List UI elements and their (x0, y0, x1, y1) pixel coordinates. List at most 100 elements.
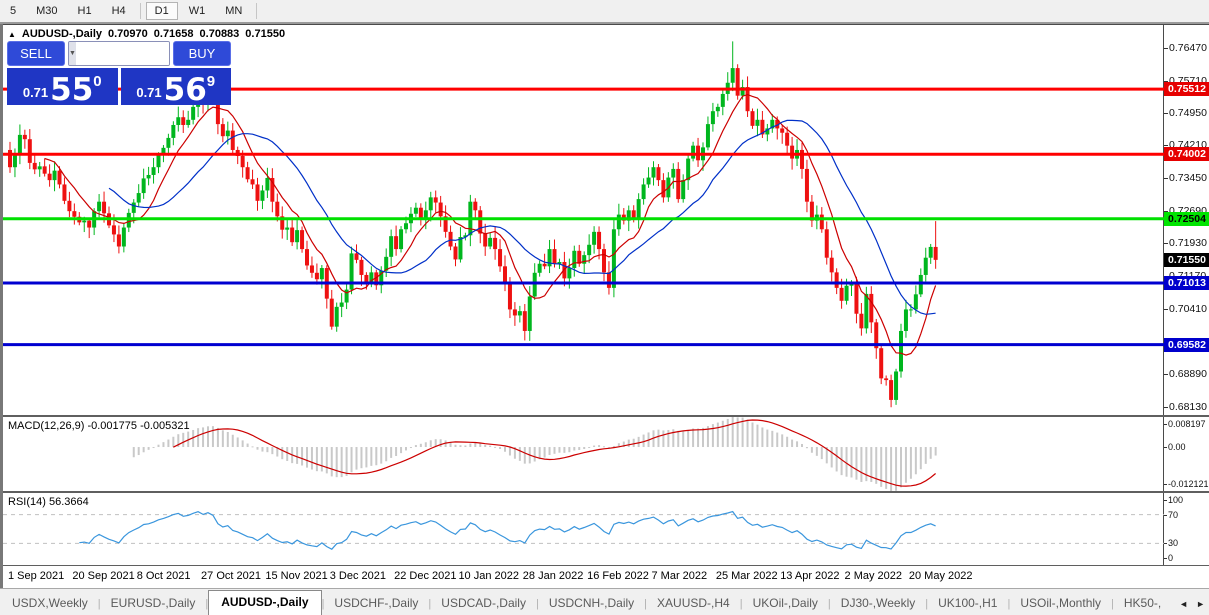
price-tick: -0.012121 (1164, 479, 1209, 489)
tab-scroll-controls: ◄ ► (1179, 599, 1205, 609)
one-click-trading-widget: SELL ▼ ▲ BUY 0.71 55 0 (7, 41, 231, 105)
price-tick: 0.68890 (1164, 368, 1207, 381)
sell-price-pip: 0 (93, 73, 102, 90)
date-label: 10 Jan 2022 (458, 570, 519, 582)
ohlc-high: 0.71658 (153, 28, 194, 40)
tab-separator: | (428, 598, 432, 610)
sell-button[interactable]: SELL (7, 41, 65, 66)
date-label: 20 Sep 2021 (72, 570, 135, 582)
collapse-icon[interactable]: ▲ (8, 29, 16, 39)
timeframe-button-5[interactable]: 5 (10, 5, 17, 17)
tab-audusd-daily[interactable]: AUDUSD-,Daily (208, 590, 322, 615)
tab-hk50-[interactable]: HK50-, (1123, 596, 1162, 610)
tab-scroll-left-icon[interactable]: ◄ (1179, 599, 1189, 609)
tab-separator: | (1007, 598, 1011, 610)
timeframe-button-h4[interactable]: H4 (111, 5, 126, 17)
sell-price-main: 55 (50, 71, 94, 108)
price-tick: 30 (1163, 538, 1179, 549)
rsi-row: RSI(14) 56.3664 100 70 30 0 (3, 491, 1209, 565)
tab-xauusd-h4[interactable]: XAUUSD-,H4 (657, 596, 730, 610)
tab-separator: | (739, 598, 743, 610)
toolbar-separator (139, 3, 141, 19)
price-tick: 0.73450 (1164, 171, 1207, 184)
date-label: 25 Mar 2022 (715, 570, 778, 582)
macd-pane[interactable]: MACD(12,26,9) -0.001775 -0.005321 (3, 417, 1164, 491)
price-tick: 0.70410 (1164, 302, 1207, 315)
tab-usoil-monthly[interactable]: USOil-,Monthly (1020, 596, 1102, 610)
price-tick: 0 (1163, 553, 1174, 563)
tab-separator: | (925, 598, 929, 610)
buy-button[interactable]: BUY (173, 41, 231, 66)
toolbar-separator (256, 3, 258, 19)
timeframe-toolbar: 5 M30 H1 H4 D1 W1 MN (0, 0, 1209, 24)
tab-separator: | (321, 598, 325, 610)
date-label: 3 Dec 2021 (329, 570, 387, 582)
price-axis: 0.76470 0.75710 0.74950 0.74210 0.73450 0.726… (1163, 25, 1209, 415)
price-level-badge: 0.71550 (1164, 252, 1209, 267)
price-level-badge: 0.69582 (1164, 337, 1209, 352)
tab-usdx-weekly[interactable]: USDX,Weekly (12, 596, 88, 610)
tab-dj30-weekly[interactable]: DJ30-,Weekly (840, 596, 916, 610)
volume-stepper: ▼ ▲ (68, 41, 170, 66)
sell-price-prefix: 0.71 (22, 85, 49, 100)
date-label: 28 Jan 2022 (522, 570, 584, 582)
date-label: 15 Nov 2021 (265, 570, 328, 582)
candlestick-pane[interactable]: ▲ AUDUSD-,Daily 0.70970 0.71658 0.70883 … (3, 25, 1164, 415)
rsi-axis: 100 70 30 0 (1163, 493, 1209, 565)
price-tick: 0.00 (1164, 442, 1186, 453)
macd-row: MACD(12,26,9) -0.001775 -0.005321 0.0081… (3, 415, 1209, 491)
date-axis-corner (1164, 566, 1209, 588)
rsi-pane[interactable]: RSI(14) 56.3664 (3, 493, 1164, 565)
date-label: 16 Feb 2022 (587, 570, 649, 582)
macd-label: MACD(12,26,9) -0.001775 -0.005321 (8, 420, 190, 432)
timeframe-button-h1[interactable]: H1 (77, 5, 92, 17)
price-tick: 0.74950 (1164, 107, 1207, 120)
tab-usdcnh-daily[interactable]: USDCNH-,Daily (548, 596, 635, 610)
buy-price-prefix: 0.71 (136, 85, 162, 100)
tab-usdchf-daily[interactable]: USDCHF-,Daily (334, 596, 419, 610)
volume-decrease-button[interactable]: ▼ (69, 42, 76, 65)
main-chart-row: ▲ AUDUSD-,Daily 0.70970 0.71658 0.70883 … (3, 24, 1209, 415)
price-tick: 0.68130 (1164, 401, 1207, 414)
sell-price-panel[interactable]: 0.71 55 0 (7, 68, 118, 105)
tab-scroll-right-icon[interactable]: ► (1196, 599, 1205, 609)
rsi-plot[interactable] (3, 493, 1164, 565)
date-label: 2 May 2022 (844, 570, 903, 582)
ohlc-open: 0.70970 (108, 28, 148, 40)
tab-usdcad-daily[interactable]: USDCAD-,Daily (441, 596, 526, 610)
chart-title: ▲ AUDUSD-,Daily 0.70970 0.71658 0.70883 … (8, 28, 285, 40)
price-tick: 0.76470 (1164, 41, 1207, 54)
macd-axis: 0.008197 0.00 -0.012121 (1164, 417, 1209, 491)
price-tick: 70 (1163, 509, 1179, 520)
date-label: 13 Apr 2022 (780, 570, 840, 582)
tab-separator: | (1111, 598, 1114, 610)
volume-input[interactable] (75, 42, 169, 65)
tab-separator: | (205, 598, 209, 610)
buy-price-main: 56 (163, 71, 207, 108)
price-level-badge: 0.74002 (1164, 147, 1209, 162)
timeframe-button-mn[interactable]: MN (225, 5, 243, 17)
chart-symbol-label: AUDUSD-,Daily (21, 28, 102, 40)
tab-ukoil-daily[interactable]: UKOil-,Daily (752, 596, 818, 610)
tab-separator: | (97, 598, 101, 610)
candlestick-plot[interactable] (3, 25, 1164, 415)
timeframe-button-w1[interactable]: W1 (188, 5, 206, 17)
date-axis[interactable]: 1 Sep 2021 20 Sep 2021 8 Oct 2021 27 Oct 20… (3, 566, 1164, 588)
date-label: 22 Dec 2021 (394, 570, 457, 582)
price-tick: 100 (1163, 495, 1184, 505)
buy-price-panel[interactable]: 0.71 56 9 (120, 68, 231, 108)
timeframe-button-m30[interactable]: M30 (36, 5, 58, 17)
macd-plot[interactable] (3, 417, 1164, 491)
tab-separator: | (535, 598, 539, 610)
buy-price-pip: 9 (206, 73, 216, 90)
ohlc-close: 0.71550 (245, 28, 286, 40)
timeframe-button-d1[interactable]: D1 (145, 2, 178, 20)
date-label: 7 Mar 2022 (651, 570, 708, 582)
price-tick: 0.008197 (1164, 419, 1206, 429)
tab-eurusd-daily[interactable]: EURUSD-,Daily (110, 596, 196, 610)
symbol-tabbar: USDX,Weekly | EURUSD-,Daily | AUDUSD-,Daily |… (0, 588, 1209, 615)
tab-uk100-h1[interactable]: UK100-,H1 (938, 596, 998, 610)
ohlc-low: 0.70883 (199, 28, 240, 40)
tab-separator: | (827, 598, 831, 610)
